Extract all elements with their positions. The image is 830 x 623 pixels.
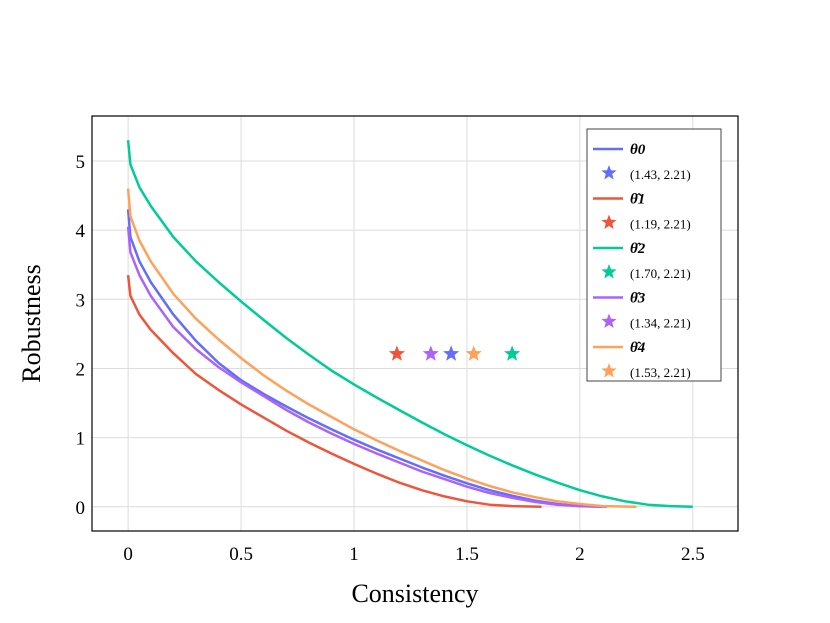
legend-star-1 bbox=[601, 214, 617, 229]
y-axis-label: Robustness bbox=[17, 264, 46, 382]
series-line-3 bbox=[126, 226, 608, 509]
star-marker-1 bbox=[388, 345, 406, 361]
legend-star-label-0: (1.43, 2.21) bbox=[630, 167, 691, 182]
legend-series-name-4: θ̂4 bbox=[630, 340, 646, 356]
legend-star-3 bbox=[601, 313, 617, 328]
y-tick-label-3: 3 bbox=[76, 290, 86, 311]
legend-star-4 bbox=[601, 363, 617, 378]
axes: 0 0.5 1 1.5 2 2.5 0 1 2 3 4 5 bbox=[76, 115, 739, 565]
legend-star-label-1: (1.19, 2.21) bbox=[630, 217, 691, 232]
x-axis-label: Consistency bbox=[351, 579, 478, 608]
star-marker-0 bbox=[443, 345, 460, 361]
star-marker-4 bbox=[465, 345, 482, 361]
star-marker-3 bbox=[422, 345, 439, 361]
legend-series-name-3: θ̂3 bbox=[630, 291, 646, 307]
x-tick-label-3: 1.5 bbox=[455, 544, 479, 565]
legend-star-0 bbox=[601, 165, 617, 180]
y-tick-label-5: 5 bbox=[76, 152, 86, 173]
x-tick-label-5: 2.5 bbox=[681, 544, 705, 565]
legend-star-label-4: (1.53, 2.21) bbox=[630, 365, 691, 380]
stars-layer bbox=[388, 345, 521, 361]
series-line-1 bbox=[126, 274, 542, 509]
x-tick-label-4: 2 bbox=[575, 544, 585, 565]
x-tick-label-2: 1 bbox=[349, 544, 359, 565]
legend-series-name-1: θ̂1 bbox=[630, 192, 645, 208]
legend-star-2 bbox=[601, 264, 617, 279]
series-layer bbox=[126, 140, 693, 509]
legend-star-label-2: (1.70, 2.21) bbox=[630, 266, 691, 281]
star-marker-2 bbox=[504, 345, 521, 361]
x-tick-label-0: 0 bbox=[123, 544, 133, 565]
y-tick-label-0: 0 bbox=[76, 498, 86, 519]
legend-star-label-3: (1.34, 2.21) bbox=[630, 316, 691, 331]
plot-frame bbox=[91, 115, 739, 532]
y-tick-label-4: 4 bbox=[76, 221, 86, 242]
y-tick-label-1: 1 bbox=[76, 429, 86, 450]
series-line-0 bbox=[126, 209, 603, 509]
y-tick-label-2: 2 bbox=[76, 359, 86, 380]
x-tick-label-1: 0.5 bbox=[229, 544, 253, 565]
series-line-4 bbox=[126, 188, 637, 509]
legend-series-name-2: θ̂2 bbox=[630, 241, 646, 257]
series-line-2 bbox=[126, 140, 693, 509]
legend: θ0 (1.43, 2.21) θ̂1 (1.19, 2.21) θ̂2 (1.70, 2… bbox=[586, 128, 722, 382]
legend-series-name-0: θ0 bbox=[630, 142, 646, 158]
